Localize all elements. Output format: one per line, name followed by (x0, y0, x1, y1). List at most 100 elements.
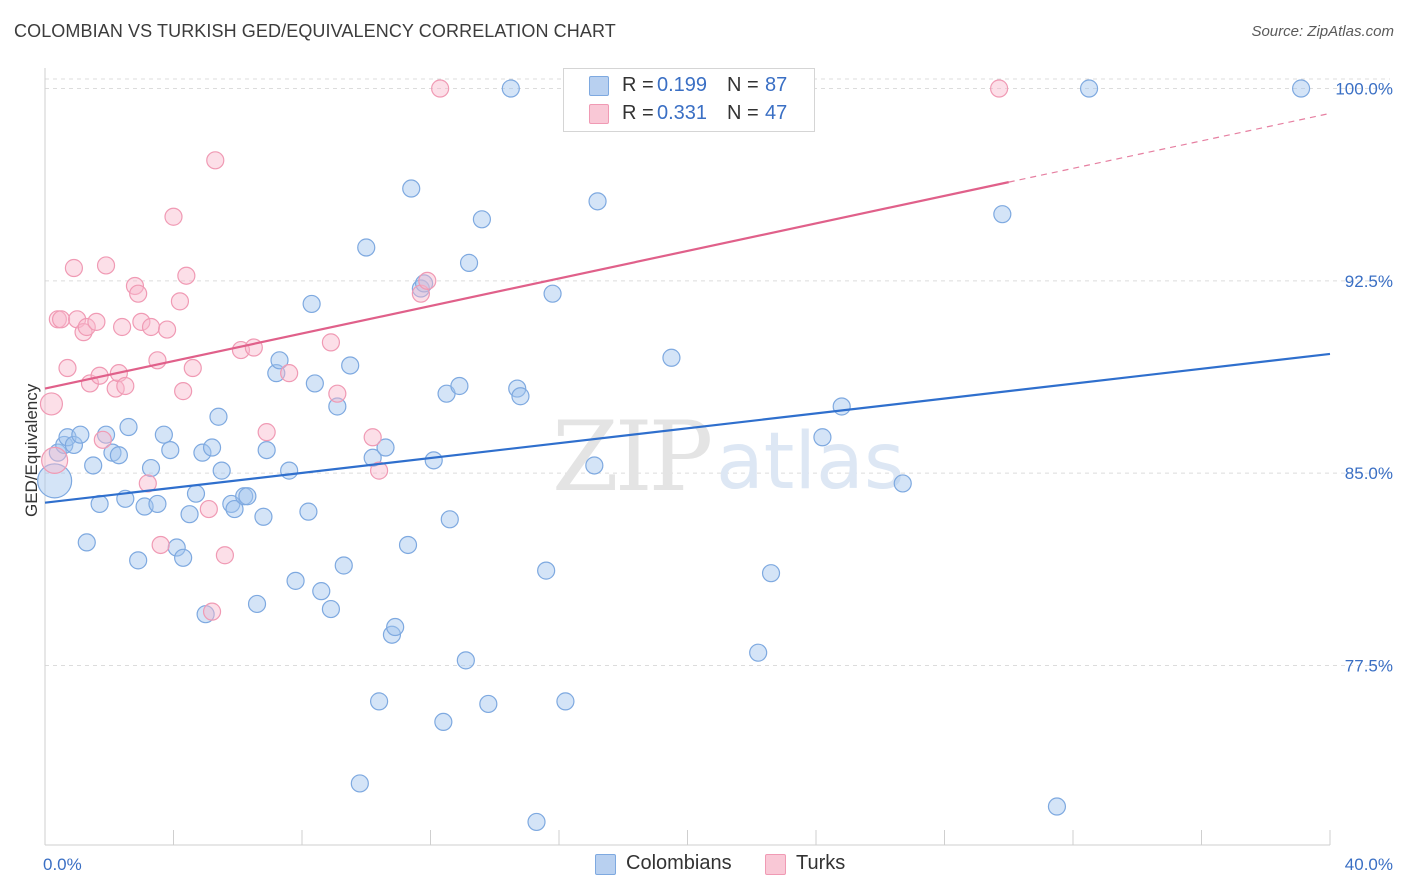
point-colombians (96, 425, 116, 444)
point-colombians (109, 446, 128, 465)
point-colombians (993, 205, 1012, 224)
point-turks (112, 317, 132, 337)
point-colombians (370, 692, 389, 711)
point-colombians (174, 548, 193, 567)
point-turks (39, 392, 64, 416)
point-colombians (193, 443, 212, 462)
point-turks (132, 312, 151, 331)
y-tick-label: 92.5% (1345, 272, 1393, 291)
point-turks (64, 258, 84, 278)
point-colombians (302, 294, 321, 314)
point-colombians (328, 397, 347, 416)
point-colombians (556, 692, 575, 711)
point-colombians (129, 551, 148, 570)
chart-title: COLOMBIAN VS TURKISH GED/EQUIVALENCY COR… (14, 21, 616, 41)
grid-lines (45, 78, 1390, 666)
point-turks (363, 428, 382, 447)
point-colombians (202, 438, 222, 457)
legend-row-colombians: R = 0.199 N = 87 (564, 72, 814, 100)
point-turks (51, 310, 71, 329)
y-axis-label: GED/Equivalency (22, 383, 41, 517)
point-colombians (1047, 797, 1067, 816)
trend-line-turks (44, 181, 1009, 390)
legend-label-colombians: Colombians (626, 852, 732, 874)
point-colombians (186, 484, 206, 503)
point-turks (87, 312, 106, 331)
point-colombians (501, 79, 520, 98)
point-colombians (341, 356, 360, 375)
point-colombians (64, 435, 84, 455)
point-colombians (357, 238, 376, 257)
point-turks (328, 384, 347, 403)
point-colombians (71, 425, 90, 444)
point-turks (58, 358, 77, 378)
point-colombians (527, 812, 546, 832)
point-colombians (398, 535, 418, 555)
point-colombians (270, 351, 289, 370)
watermark-atlas: atlas (716, 417, 905, 507)
legend-swatch-turks (589, 104, 609, 124)
point-colombians (37, 463, 73, 499)
point-colombians (813, 428, 832, 447)
point-turks (202, 602, 222, 621)
point-turks (93, 430, 112, 449)
point-turks (96, 256, 116, 275)
axes (44, 68, 1331, 846)
point-colombians (459, 253, 479, 272)
legend-swatch-turks (765, 854, 786, 875)
legend-n-label: N = (727, 102, 759, 124)
point-colombians (305, 374, 324, 393)
legend-n-value-colombians: 87 (765, 74, 788, 96)
point-colombians (238, 487, 257, 506)
chart-source: Source: ZipAtlas.com (1251, 23, 1394, 40)
point-colombians (148, 494, 167, 514)
point-colombians (511, 387, 530, 406)
point-turks (257, 423, 276, 442)
point-turks (280, 364, 299, 383)
point-colombians (212, 461, 231, 480)
point-colombians (662, 348, 681, 367)
point-colombians (761, 564, 781, 583)
point-colombians (450, 376, 469, 396)
tick-labels: 77.5% 85.0% 92.5% 100.0% 0.0% 40.0% (43, 80, 1393, 874)
legend-r-label: R = (622, 102, 654, 124)
point-colombians (180, 505, 199, 524)
point-colombians (537, 561, 556, 580)
point-colombians (154, 425, 173, 444)
legend-n-value-turks: 47 (765, 102, 788, 124)
point-turks (370, 461, 389, 480)
point-colombians (209, 407, 228, 426)
point-turks (199, 499, 218, 519)
point-turks (990, 79, 1009, 98)
point-turks (164, 207, 183, 226)
point-colombians (254, 507, 273, 526)
point-colombians (77, 533, 96, 552)
point-turks (138, 474, 157, 493)
series-legend: Colombians Turks (0, 851, 1406, 877)
point-turks (74, 323, 93, 342)
y-tick-label: 100.0% (1335, 80, 1393, 99)
point-turks (174, 382, 193, 401)
legend-row-turks: R = 0.331 N = 47 (564, 100, 814, 128)
trend-line-turks-extrapolated (1008, 112, 1331, 183)
point-colombians (472, 210, 491, 229)
point-turks (170, 292, 190, 311)
point-colombians (280, 461, 299, 480)
y-tick-label: 77.5% (1345, 656, 1393, 675)
point-colombians (376, 438, 395, 457)
legend-label-turks: Turks (796, 852, 846, 874)
point-turks (141, 317, 161, 337)
point-colombians (334, 556, 353, 575)
point-colombians (479, 694, 498, 714)
point-colombians (225, 499, 244, 519)
point-colombians (161, 440, 180, 460)
x-tick-label-max: 40.0% (1345, 855, 1393, 874)
watermark-zip: ZIP (552, 401, 711, 513)
point-turks (418, 271, 437, 290)
point-colombians (386, 617, 405, 637)
point-colombians (440, 510, 459, 529)
point-turks (151, 535, 170, 555)
point-colombians (424, 451, 443, 470)
point-colombians (456, 651, 475, 670)
